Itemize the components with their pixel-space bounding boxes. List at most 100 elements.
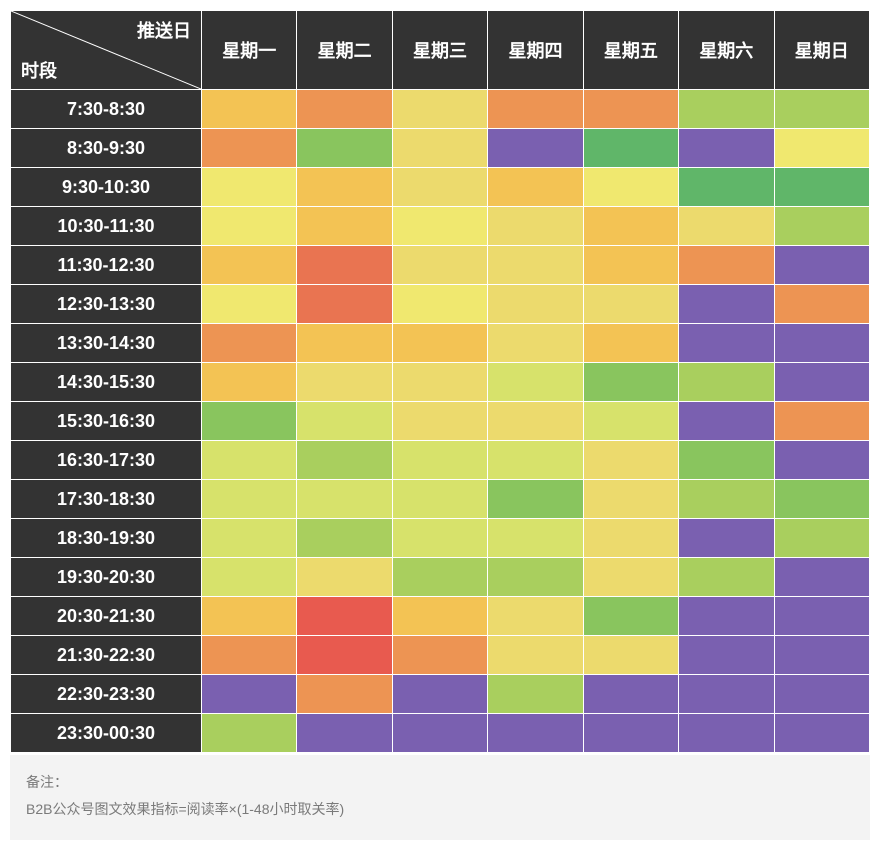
heatmap-cell [297, 363, 391, 401]
footnote-box: 备注： B2B公众号图文效果指标=阅读率×(1-48小时取关率) [10, 755, 870, 840]
heatmap-cell [393, 519, 487, 557]
heatmap-cell [775, 90, 869, 128]
heatmap-cell [584, 558, 678, 596]
heatmap-cell [775, 636, 869, 674]
heatmap-cell [297, 714, 391, 752]
heatmap-cell [202, 129, 296, 167]
time-slot-label: 16:30-17:30 [11, 441, 201, 479]
heatmap-cell [393, 597, 487, 635]
heatmap-cell [202, 675, 296, 713]
heatmap-cell [297, 636, 391, 674]
heatmap-cell [679, 558, 773, 596]
heatmap-cell [393, 90, 487, 128]
heatmap-cell [775, 519, 869, 557]
heatmap-cell [679, 129, 773, 167]
heatmap-cell [202, 246, 296, 284]
heatmap-cell [488, 597, 582, 635]
heatmap-cell [584, 246, 678, 284]
time-slot-label: 20:30-21:30 [11, 597, 201, 635]
time-slot-label: 15:30-16:30 [11, 402, 201, 440]
heatmap-cell [393, 441, 487, 479]
heatmap-cell [679, 90, 773, 128]
heatmap-cell [584, 519, 678, 557]
heatmap-cell [393, 246, 487, 284]
heatmap-cell [775, 246, 869, 284]
heatmap-cell [775, 285, 869, 323]
corner-label-bottom: 时段 [21, 57, 57, 83]
heatmap-cell [297, 90, 391, 128]
heatmap-cell [775, 714, 869, 752]
heatmap-cell [584, 285, 678, 323]
time-slot-label: 13:30-14:30 [11, 324, 201, 362]
heatmap-cell [775, 129, 869, 167]
time-slot-label: 14:30-15:30 [11, 363, 201, 401]
heatmap-cell [488, 480, 582, 518]
heatmap-cell [488, 402, 582, 440]
heatmap-cell [679, 519, 773, 557]
heatmap-cell [202, 714, 296, 752]
time-slot-label: 7:30-8:30 [11, 90, 201, 128]
heatmap-cell [584, 714, 678, 752]
heatmap-cell [488, 324, 582, 362]
heatmap-cell [679, 285, 773, 323]
heatmap-cell [202, 402, 296, 440]
heatmap-cell [775, 558, 869, 596]
heatmap-cell [202, 480, 296, 518]
heatmap-cell [297, 207, 391, 245]
heatmap-cell [679, 168, 773, 206]
heatmap-cell [202, 168, 296, 206]
heatmap-cell [393, 558, 487, 596]
time-slot-label: 8:30-9:30 [11, 129, 201, 167]
heatmap-cell [297, 246, 391, 284]
heatmap-cell [488, 441, 582, 479]
day-header: 星期二 [297, 11, 391, 89]
heatmap-cell [393, 129, 487, 167]
heatmap-cell [679, 675, 773, 713]
footnote-line-1: 备注： [26, 769, 854, 796]
heatmap-cell [488, 285, 582, 323]
heatmap-cell [297, 558, 391, 596]
heatmap-cell [488, 558, 582, 596]
time-slot-label: 19:30-20:30 [11, 558, 201, 596]
heatmap-cell [679, 480, 773, 518]
heatmap-cell [679, 246, 773, 284]
heatmap-cell [679, 324, 773, 362]
heatmap-cell [488, 207, 582, 245]
heatmap-cell [393, 402, 487, 440]
heatmap-cell [488, 168, 582, 206]
heatmap-cell [393, 675, 487, 713]
heatmap-cell [584, 597, 678, 635]
day-header: 星期一 [202, 11, 296, 89]
heatmap-cell [584, 441, 678, 479]
heatmap-cell [775, 168, 869, 206]
heatmap-cell [393, 714, 487, 752]
heatmap-cell [584, 129, 678, 167]
heatmap-cell [775, 402, 869, 440]
heatmap-cell [584, 324, 678, 362]
heatmap-cell [202, 441, 296, 479]
heatmap-cell [679, 636, 773, 674]
heatmap-cell [584, 480, 678, 518]
heatmap-cell [584, 207, 678, 245]
heatmap-cell [775, 675, 869, 713]
heatmap-cell [679, 714, 773, 752]
heatmap-cell [202, 636, 296, 674]
heatmap-cell [297, 285, 391, 323]
heatmap-table: 推送日 时段 星期一星期二星期三星期四星期五星期六星期日 7:30-8:308:… [10, 10, 870, 753]
heatmap-cell [393, 636, 487, 674]
day-header: 星期五 [584, 11, 678, 89]
heatmap-cell [488, 519, 582, 557]
heatmap-cell [584, 636, 678, 674]
day-header: 星期日 [775, 11, 869, 89]
time-slot-label: 21:30-22:30 [11, 636, 201, 674]
heatmap-cell [775, 324, 869, 362]
heatmap-cell [202, 363, 296, 401]
heatmap-cell [393, 363, 487, 401]
time-slot-label: 22:30-23:30 [11, 675, 201, 713]
time-slot-label: 18:30-19:30 [11, 519, 201, 557]
heatmap-cell [297, 441, 391, 479]
heatmap-cell [488, 714, 582, 752]
time-slot-label: 9:30-10:30 [11, 168, 201, 206]
heatmap-cell [679, 402, 773, 440]
heatmap-cell [584, 90, 678, 128]
